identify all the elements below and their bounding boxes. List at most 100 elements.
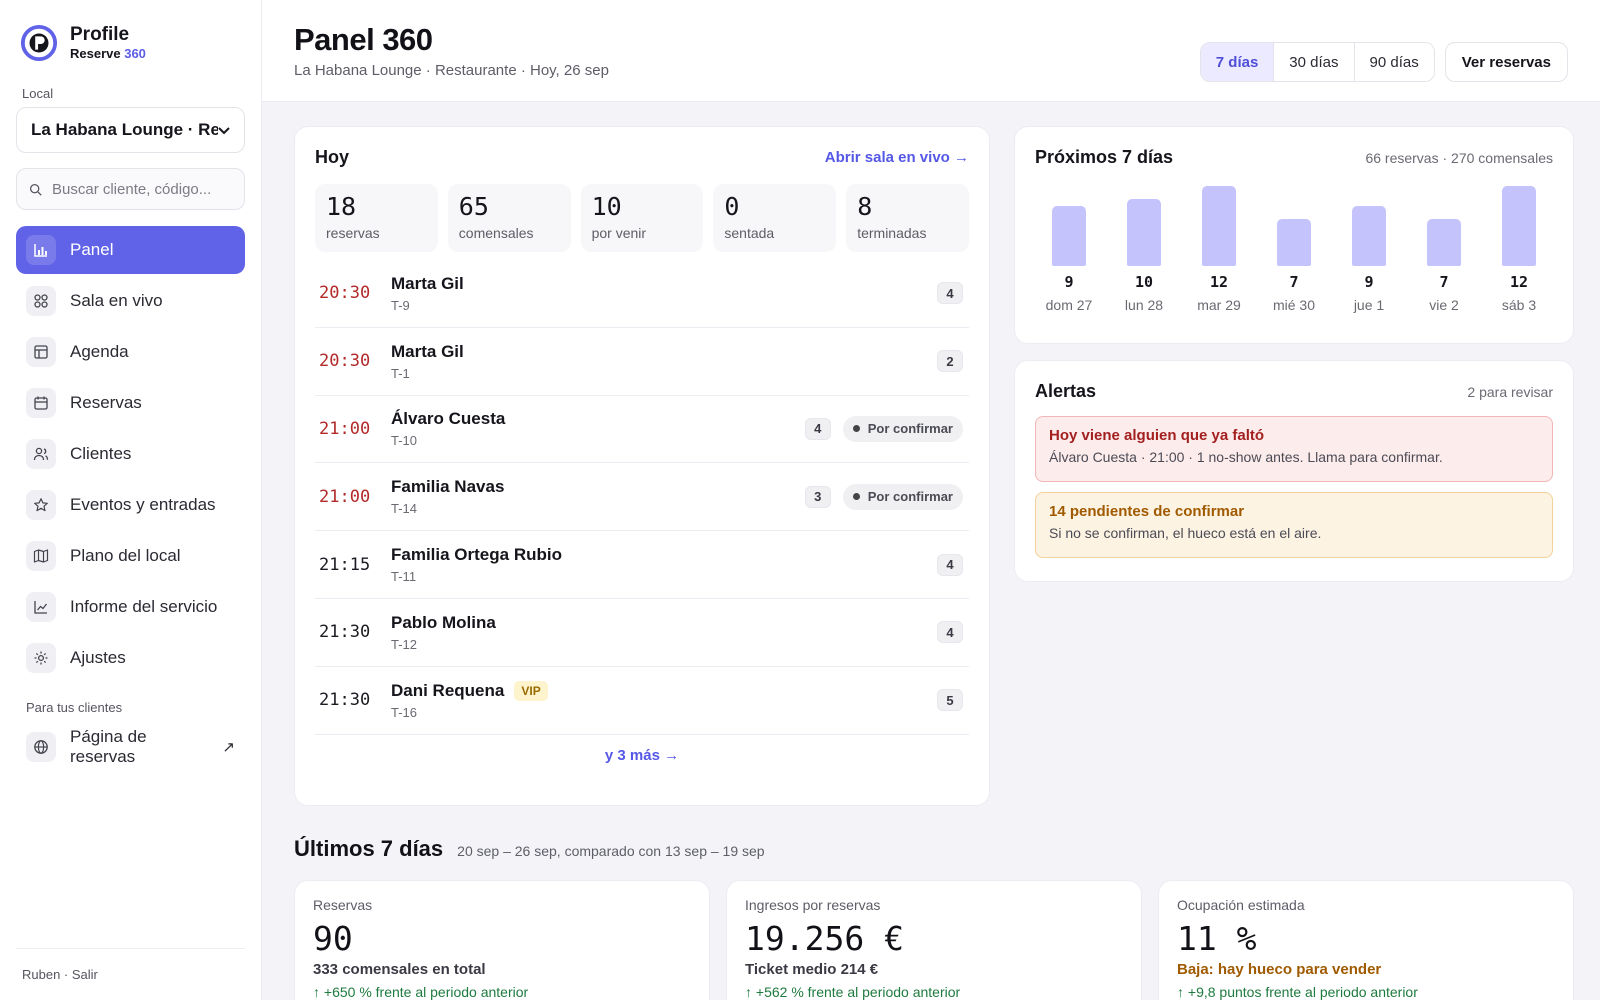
last-7-days-header: Últimos 7 días 20 sep – 26 sep, comparad… [294, 836, 765, 862]
sidebar-item-events[interactable]: Eventos y entradas [16, 481, 245, 529]
next-7-days-title: Próximos 7 días [1035, 147, 1174, 167]
day-bar-column[interactable]: 12 mar 29 [1189, 186, 1249, 313]
sidebar-item-service-report[interactable]: Informe del servicio [16, 583, 245, 631]
search-box[interactable] [16, 168, 245, 210]
reservation-row[interactable]: 21:30 Dani Requena VIP T-16 5 [315, 667, 969, 735]
next-7-days-card: Próximos 7 días 66 reservas · 270 comens… [1014, 126, 1574, 344]
day-bar [1502, 186, 1536, 266]
today-title: Hoy [315, 147, 350, 167]
day-bar [1277, 219, 1311, 266]
bar-area [1277, 186, 1311, 266]
day-bar-label: mié 30 [1272, 297, 1316, 313]
top-actions: 7 días 30 días 90 días Ver reservas [1199, 42, 1568, 82]
bar-area [1052, 186, 1086, 266]
day-bar-value: 9 [1364, 273, 1374, 291]
reservation-row[interactable]: 21:00 Familia Navas T-14 3 Por confirmar [315, 463, 969, 532]
day-bar-label: dom 27 [1045, 297, 1093, 313]
show-more-link[interactable]: y 3 más → [604, 746, 680, 764]
day-bar-column[interactable]: 9 dom 27 [1039, 186, 1099, 313]
chevron-down-icon [218, 123, 230, 138]
sidebar-item-label: Página de reservas [69, 727, 147, 766]
last-7-days-title: Últimos 7 días [294, 836, 444, 861]
bar-area [1202, 186, 1236, 266]
kpi-label: Reservas [313, 897, 373, 913]
search-input[interactable] [52, 180, 232, 198]
sidebar-item-label: Agenda [70, 342, 129, 361]
kpi-label: Ingresos por reservas [745, 897, 881, 913]
brand-sub-prefix: Reserve [70, 46, 125, 61]
stat-guests: 65 comensales [447, 184, 571, 252]
stat-label: reservas [326, 225, 380, 241]
open-live-room-link[interactable]: Abrir sala en vivo → [824, 149, 969, 166]
stat-seated: 0 sentada [713, 184, 837, 252]
range-30-days-button[interactable]: 30 días [1274, 43, 1355, 81]
brand-subtitle: Reserve 360 [70, 46, 146, 62]
local-select[interactable]: La Habana Lounge · Restaurante [16, 107, 245, 153]
reservation-list: 20:30 Marta Gil T-9 4 20:30 Marta Gil T-1 … [315, 260, 969, 735]
sidebar-item-settings[interactable]: Ajustes [16, 634, 245, 682]
reservation-name: Dani Requena [391, 680, 505, 700]
day-bar-column[interactable]: 12 sáb 3 [1489, 186, 1549, 313]
stat-value: 10 [591, 192, 622, 221]
range-7-days-button[interactable]: 7 días [1200, 43, 1275, 81]
kpi-subtext: 333 comensales en total [313, 961, 486, 978]
sidebar-footer[interactable]: Ruben · Salir [16, 948, 245, 1000]
next-7-days-bars: 9 dom 27 10 lun 28 12 mar 29 7 mié 30 9 jue 1 7 vie… [1035, 186, 1553, 313]
reservation-row[interactable]: 21:00 Álvaro Cuesta T-10 4 Por confirmar [315, 396, 969, 464]
range-90-days-button[interactable]: 90 días [1354, 43, 1434, 81]
day-bar [1052, 206, 1086, 266]
sidebar: Profile Reserve 360 Local La Habana Loun… [0, 0, 262, 1000]
guest-count-badge: 4 [937, 621, 963, 644]
stat-label: comensales [458, 225, 534, 241]
stat-label: sentada [724, 225, 775, 241]
day-bar-label: mar 29 [1197, 297, 1241, 313]
sidebar-item-live-room[interactable]: Sala en vivo [16, 277, 245, 325]
brand[interactable]: Profile Reserve 360 [16, 0, 245, 86]
sidebar-item-label: Eventos y entradas [70, 495, 216, 514]
gear-icon [26, 643, 56, 673]
reservation-row[interactable]: 21:30 Pablo Molina T-12 4 [315, 599, 969, 667]
view-reservations-button[interactable]: Ver reservas [1444, 42, 1568, 82]
day-bar-column[interactable]: 9 jue 1 [1339, 186, 1399, 313]
reservation-row[interactable]: 20:30 Marta Gil T-9 4 [315, 260, 969, 328]
vip-badge: VIP [514, 680, 548, 701]
reservation-row[interactable]: 20:30 Marta Gil T-1 2 [315, 328, 969, 396]
sidebar-item-label: Reservas [70, 393, 142, 412]
sidebar-item-clients[interactable]: Clientes [16, 430, 245, 478]
reservation-time: 21:30 [319, 622, 371, 643]
alert-pending[interactable]: 14 pendientes de confirmar Si no se conf… [1035, 492, 1553, 558]
sidebar-item-agenda[interactable]: Agenda [16, 328, 245, 376]
day-bar-column[interactable]: 7 vie 2 [1414, 186, 1474, 313]
reservation-name: Familia Ortega Rubio [391, 545, 562, 565]
stat-value: 65 [458, 192, 489, 221]
bar-area [1352, 186, 1386, 266]
guest-count-badge: 2 [937, 350, 963, 373]
stat-value: 8 [857, 192, 873, 221]
sidebar-item-label: Informe del servicio [70, 597, 218, 616]
alert-title: 14 pendientes de confirmar [1049, 503, 1245, 520]
sidebar-item-reservations[interactable]: Reservas [16, 379, 245, 427]
line-chart-icon [26, 592, 56, 622]
kpi-label: Ocupación estimada [1177, 897, 1305, 913]
sidebar-item-panel[interactable]: Panel [16, 226, 245, 274]
range-selector: 7 días 30 días 90 días [1199, 42, 1435, 82]
alert-text: Si no se confirman, el hueco está en el … [1049, 525, 1322, 541]
day-bar-column[interactable]: 10 lun 28 [1114, 186, 1174, 313]
guest-count-badge: 4 [804, 417, 831, 440]
alerts-title: Alertas [1035, 381, 1097, 401]
logo-icon [20, 24, 58, 62]
sidebar-item-booking-page[interactable]: Página de reservas ↗ [16, 723, 245, 771]
reservation-name: Pablo Molina [391, 612, 496, 632]
reservation-name: Familia Navas [391, 477, 505, 497]
reservation-row[interactable]: 21:15 Familia Ortega Rubio T-11 4 [315, 531, 969, 599]
stat-label: por venir [591, 225, 647, 241]
status-label: Por confirmar [867, 421, 953, 437]
day-bar-column[interactable]: 7 mié 30 [1264, 186, 1324, 313]
alert-no-show[interactable]: Hoy viene alguien que ya faltó Álvaro Cu… [1035, 416, 1553, 482]
reservation-time: 21:30 [319, 690, 371, 711]
day-bar [1127, 199, 1161, 266]
stat-value: 0 [724, 192, 740, 221]
sidebar-item-label: Ajustes [70, 648, 126, 667]
guest-count-badge: 4 [937, 282, 963, 305]
sidebar-item-floor-plan[interactable]: Plano del local [16, 532, 245, 580]
